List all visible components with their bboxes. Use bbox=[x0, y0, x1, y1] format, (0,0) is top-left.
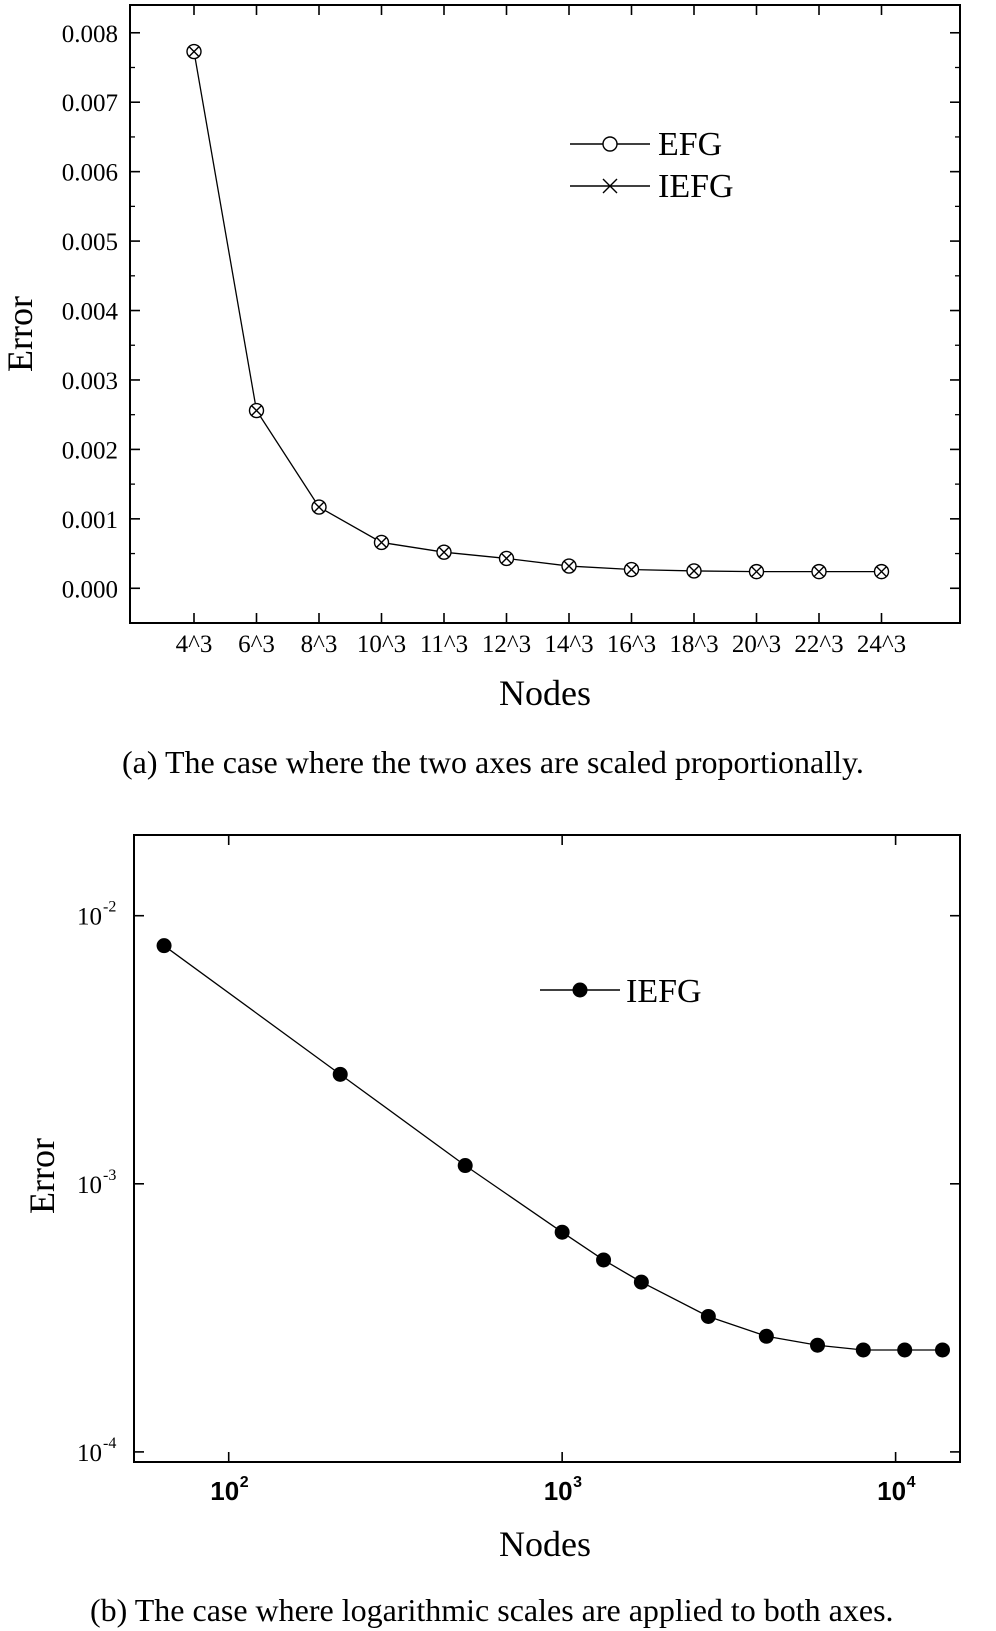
iefg-data-point bbox=[457, 1158, 473, 1174]
y-tick-label: 0.001 bbox=[62, 507, 118, 534]
chart-a-x-axis-title: Nodes bbox=[499, 673, 591, 713]
y-tick-label: 0.004 bbox=[62, 299, 119, 326]
iefg-data-point bbox=[758, 1328, 774, 1344]
x-tick-label: 8^3 bbox=[301, 631, 338, 658]
iefg-data-point bbox=[156, 938, 172, 954]
x-tick-label: 10^3 bbox=[357, 631, 406, 658]
x-tick-label-base: 10 bbox=[544, 1476, 573, 1506]
y-tick-label: 0.000 bbox=[62, 576, 118, 603]
iefg-data-point bbox=[332, 1066, 348, 1082]
iefg-data-point bbox=[688, 565, 700, 577]
y-tick-label: 0.003 bbox=[62, 368, 118, 395]
chart-b-legend: IEFG bbox=[540, 973, 702, 1010]
iefg-data-point bbox=[813, 565, 825, 578]
chart-b-x-tick-labels: 10 2 10 3 10 4 bbox=[210, 1474, 915, 1506]
chart-b-plot-frame bbox=[133, 834, 961, 1463]
x-tick-label-exponent: 4 bbox=[907, 1474, 916, 1491]
y-tick-label: 0.006 bbox=[62, 160, 118, 187]
x-tick-label-base: 10 bbox=[877, 1476, 906, 1506]
legend-iefg-label: IEFG bbox=[658, 168, 734, 205]
chart-a-caption: (a) The case where the two axes are scal… bbox=[122, 744, 864, 780]
iefg-data-point bbox=[855, 1342, 871, 1358]
iefg-data-point bbox=[188, 45, 200, 58]
iefg-data-point bbox=[554, 1224, 570, 1240]
x-tick-label: 4^3 bbox=[176, 631, 213, 658]
iefg-data-point bbox=[633, 1274, 649, 1290]
chart-b-y-axis-title: Error bbox=[22, 1138, 62, 1214]
chart-b-x-axis-title: Nodes bbox=[499, 1524, 591, 1564]
iefg-data-point bbox=[750, 565, 763, 578]
chart-b: 10-410-310-2 10 2 10 3 10 4 Nodes Error IEFG … bbox=[22, 834, 961, 1628]
iefg-data-point bbox=[810, 1337, 826, 1353]
x-tick-label: 20^3 bbox=[732, 631, 781, 658]
y-tick-label: 0.008 bbox=[62, 21, 118, 48]
chart-b-y-tick-labels: 10-410-310-2 bbox=[77, 899, 116, 1467]
chart-a-y-tick-labels: 0.000 0.001 0.002 0.003 0.004 0.005 0.006 0.007… bbox=[62, 21, 119, 604]
chart-b-caption: (b) The case where logarithmic scales ar… bbox=[90, 1592, 894, 1628]
x-tick-label-base: 10 bbox=[210, 1476, 239, 1506]
chart-b-tick-marks bbox=[134, 835, 960, 1462]
x-tick-label-exponent: 3 bbox=[573, 1474, 582, 1491]
iefg-data-point bbox=[625, 563, 638, 576]
x-tick-label: 6^3 bbox=[238, 631, 275, 658]
iefg-data-point bbox=[438, 546, 450, 558]
iefg-data-point bbox=[250, 404, 263, 417]
legend-iefg-marker bbox=[602, 178, 618, 194]
y-tick-label-exponent: -3 bbox=[103, 1167, 116, 1184]
chart-a-plot-frame bbox=[129, 4, 961, 624]
chart-a-y-axis-title: Error bbox=[0, 296, 40, 372]
y-tick-label: 0.007 bbox=[62, 90, 118, 117]
x-tick-label: 22^3 bbox=[794, 631, 843, 658]
y-tick-label-base: 10 bbox=[77, 1440, 102, 1467]
iefg-data-point bbox=[563, 560, 575, 572]
iefg-series-line bbox=[163, 945, 943, 1351]
iefg-data-point bbox=[934, 1342, 950, 1358]
chart-a-series bbox=[186, 43, 890, 580]
legend-efg-label: EFG bbox=[658, 126, 722, 163]
chart-a-tick-marks bbox=[130, 5, 960, 623]
x-tick-label: 24^3 bbox=[857, 631, 906, 658]
x-tick-label: 16^3 bbox=[607, 631, 656, 658]
y-tick-label-base: 10 bbox=[77, 904, 102, 931]
x-tick-label-exponent: 2 bbox=[240, 1474, 249, 1491]
chart-a: 0.000 0.001 0.002 0.003 0.004 0.005 0.006 0.007… bbox=[0, 4, 961, 780]
iefg-data-point bbox=[875, 565, 888, 578]
x-tick-label: 14^3 bbox=[544, 631, 593, 658]
legend-b-iefg-marker bbox=[572, 982, 588, 998]
y-tick-label: 0.005 bbox=[62, 229, 118, 256]
chart-b-series bbox=[156, 938, 950, 1358]
iefg-data-point bbox=[700, 1308, 716, 1324]
y-tick-label: 0.002 bbox=[62, 437, 118, 464]
x-tick-label: 12^3 bbox=[482, 631, 531, 658]
x-tick-label: 18^3 bbox=[669, 631, 718, 658]
iefg-data-point bbox=[897, 1342, 913, 1358]
y-tick-label-base: 10 bbox=[77, 1172, 102, 1199]
y-tick-label-exponent: -4 bbox=[103, 1435, 116, 1452]
chart-a-legend: EFG IEFG bbox=[570, 126, 734, 205]
legend-b-iefg-label: IEFG bbox=[626, 973, 702, 1010]
legend-efg-marker bbox=[602, 136, 618, 152]
chart-a-x-tick-labels: 4^3 6^3 8^3 10^3 11^3 12^3 14^3 16^3 18^3 20^3 22^… bbox=[176, 631, 906, 658]
iefg-data-point bbox=[313, 501, 325, 513]
y-tick-label-exponent: -2 bbox=[103, 899, 116, 916]
iefg-data-point bbox=[596, 1252, 612, 1268]
iefg-data-point bbox=[375, 536, 388, 549]
iefg-data-point bbox=[500, 552, 513, 565]
x-tick-label: 11^3 bbox=[420, 631, 468, 658]
efg-series-line bbox=[193, 51, 882, 573]
